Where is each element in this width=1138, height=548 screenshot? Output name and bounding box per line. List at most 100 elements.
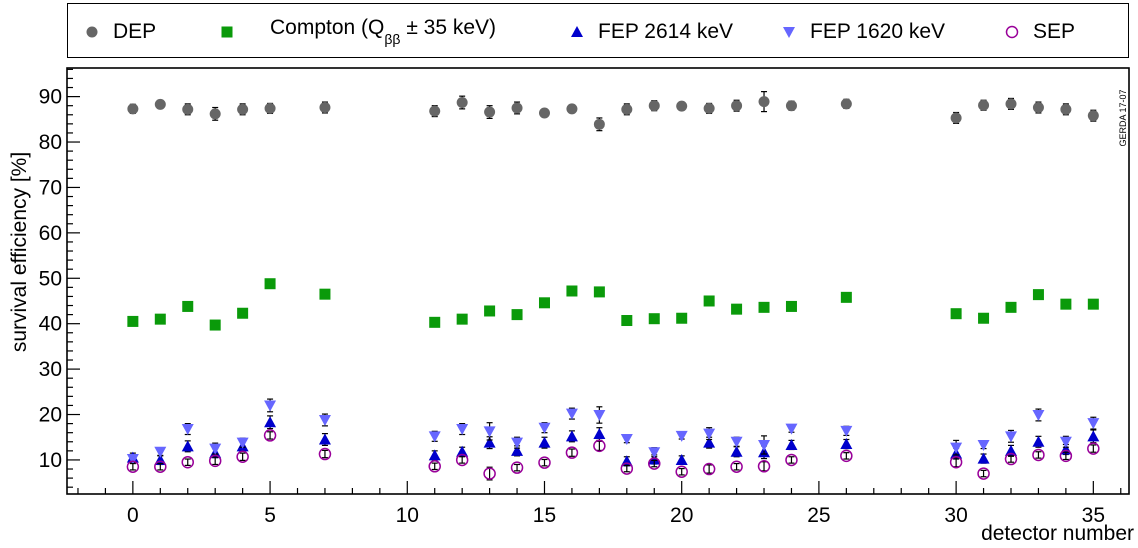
data-point-sep [1032, 448, 1045, 462]
data-point-fep-2614-kev [675, 453, 688, 465]
data-point-dep [648, 100, 660, 112]
data-point-dep [237, 103, 249, 115]
data-point-fep-1620-kev [264, 400, 277, 412]
data-point-fep-2614-kev [703, 436, 716, 448]
data-point-dep [209, 108, 221, 120]
data-point-dep [1087, 110, 1099, 122]
data-point-dep [319, 102, 331, 114]
data-point-dep [456, 97, 468, 109]
data-point-sep [208, 454, 222, 468]
data-point-dep [785, 100, 797, 112]
data-point-compton [1087, 298, 1099, 310]
data-point-dep [566, 103, 578, 115]
data-point-fep-1620-kev [950, 442, 963, 454]
data-point-sep [977, 467, 990, 480]
x-tick-label: 10 [396, 504, 419, 527]
data-point-compton [648, 313, 660, 325]
data-point-compton [538, 297, 550, 309]
x-tick-label: 35 [1082, 504, 1105, 527]
data-point-fep-1620-kev [209, 443, 222, 455]
legend-item-fep1620: FEP 1620 keV [780, 4, 945, 59]
data-point-sep [675, 465, 688, 478]
data-point-sep [840, 449, 853, 463]
data-point-dep [950, 112, 962, 124]
data-point-dep [484, 106, 496, 118]
data-point-fep-1620-kev [456, 424, 469, 436]
data-point-dep [758, 96, 770, 108]
data-point-sep [181, 455, 194, 469]
y-tick-label: 80 [39, 131, 62, 154]
data-point-sep [236, 450, 249, 464]
data-point-dep [621, 103, 633, 115]
data-point-fep-1620-kev [511, 437, 524, 449]
series-layer [126, 91, 1100, 481]
data-point-fep-1620-kev [1005, 431, 1017, 443]
y-axis: 10 20 30 40 50 60 70 80 90 [39, 68, 80, 488]
x-tick-label: 0 [127, 504, 139, 527]
data-point-sep [730, 460, 743, 474]
data-point-sep [565, 446, 579, 459]
data-point-fep-2614-kev [730, 445, 743, 457]
data-point-compton [1032, 289, 1044, 301]
data-point-dep [1005, 98, 1017, 110]
data-point-dep [127, 103, 139, 115]
data-point-sep [263, 429, 277, 442]
data-point-compton [731, 303, 743, 315]
data-point-dep [593, 118, 605, 130]
watermark: GERDA 17-07 [1118, 89, 1128, 146]
data-point-sep [318, 447, 332, 461]
data-point-compton [758, 301, 770, 313]
data-point-fep-1620-kev [538, 422, 551, 434]
data-point-sep [949, 455, 963, 469]
legend: DEP Compton (Qββ ± 35 keV) FEP 2614 keV … [67, 3, 1129, 58]
data-point-dep [182, 103, 194, 115]
data-point-dep [154, 98, 166, 110]
legend-item-dep: DEP [83, 4, 156, 59]
data-point-dep [538, 107, 550, 119]
data-point-compton [1005, 301, 1017, 313]
legend-label-dep: DEP [113, 19, 157, 43]
data-point-compton [950, 308, 962, 320]
data-point-dep [1060, 103, 1072, 115]
fep1620-marker-icon [783, 26, 795, 38]
data-point-dep [264, 102, 276, 114]
plot-frame [66, 67, 1130, 495]
data-point-fep-1620-kev [620, 434, 633, 446]
data-point-fep-1620-kev [236, 437, 249, 449]
data-point-compton [237, 307, 249, 319]
data-point-fep-1620-kev [840, 425, 853, 437]
data-point-fep-1620-kev [126, 454, 139, 466]
data-point-fep-1620-kev [565, 408, 578, 420]
data-point-compton [703, 295, 715, 307]
data-point-fep-2614-kev [456, 445, 469, 457]
legend-label-compton: Compton (Qββ ± 35 keV) [270, 16, 496, 47]
x-tick-label: 20 [670, 504, 693, 527]
y-tick-label: 30 [39, 358, 62, 381]
data-point-sep [1004, 452, 1018, 466]
data-point-fep-1620-kev [675, 430, 688, 442]
data-point-compton [456, 313, 468, 325]
data-point-sep [428, 460, 441, 473]
data-point-compton [429, 316, 441, 328]
data-point-sep [620, 462, 634, 475]
y-axis-label: survival efficiency [%] [8, 152, 31, 352]
data-point-dep [840, 98, 852, 110]
legend-label-compton-rest: ± 35 keV) [400, 16, 497, 39]
legend-label-compton-main: Compton (Q [270, 16, 385, 39]
data-point-compton [182, 300, 194, 312]
data-point-fep-2614-kev [648, 453, 661, 465]
sep-marker-icon [1005, 25, 1019, 38]
y-tick-label: 10 [39, 449, 62, 472]
data-point-sep [126, 460, 140, 474]
legend-label-fep1620: FEP 1620 keV [810, 19, 946, 43]
data-point-fep-1620-kev [181, 424, 194, 436]
data-point-fep-1620-kev [648, 447, 661, 459]
x-tick-label: 25 [807, 504, 830, 527]
y-tick-label: 70 [39, 176, 62, 199]
fep2614-marker-icon [571, 25, 583, 37]
data-point-dep [429, 105, 441, 117]
x-axis-label: detector number [981, 522, 1134, 545]
legend-label-fep2614: FEP 2614 keV [598, 19, 734, 43]
data-point-fep-2614-kev [181, 440, 194, 452]
